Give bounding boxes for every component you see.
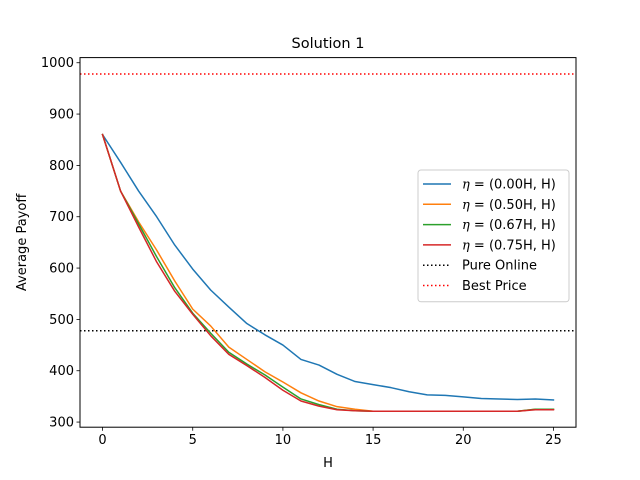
x-tick-label-5: 25 [545, 433, 562, 448]
y-tick-label-0: 300 [49, 416, 74, 431]
legend-ref-label-0: Pure Online [462, 259, 537, 274]
y-tick-label-5: 800 [49, 159, 74, 174]
legend-label-1: η = (0.50H, H) [462, 198, 556, 213]
y-tick-label-1: 400 [49, 364, 74, 379]
plot-area [80, 73, 576, 413]
legend-label-3: η = (0.75H, H) [462, 238, 556, 253]
legend-label-0: η = (0.00H, H) [462, 178, 556, 193]
y-axis-label: Average Payoff [15, 193, 30, 291]
legend-label-2: η = (0.67H, H) [462, 218, 556, 233]
axes-frame [79, 57, 577, 428]
series-line-0 [101, 133, 555, 401]
x-tick-label-4: 20 [455, 433, 472, 448]
y-tick-label-4: 700 [49, 210, 74, 225]
legend-box [417, 169, 570, 303]
legend-ref-label-1: Best Price [462, 279, 527, 294]
series-line-3 [101, 133, 555, 413]
chart-title: Solution 1 [292, 36, 365, 52]
x-tick-label-3: 15 [365, 433, 382, 448]
y-tick-label-6: 900 [49, 108, 74, 123]
axis-ticks: 0 5 10 15 20 25 300 400 500 600 700 800 900 1000 [41, 56, 562, 448]
x-axis-label: H [323, 456, 333, 471]
x-tick-label-0: 0 [98, 433, 106, 448]
y-tick-label-7: 1000 [41, 56, 74, 71]
legend: η = (0.00H, H) η = (0.50H, H) η = (0.67H, … [417, 169, 570, 303]
x-tick-label-1: 5 [189, 433, 197, 448]
x-tick-label-2: 10 [275, 433, 292, 448]
y-tick-label-2: 500 [49, 313, 74, 328]
y-tick-label-3: 600 [49, 262, 74, 277]
